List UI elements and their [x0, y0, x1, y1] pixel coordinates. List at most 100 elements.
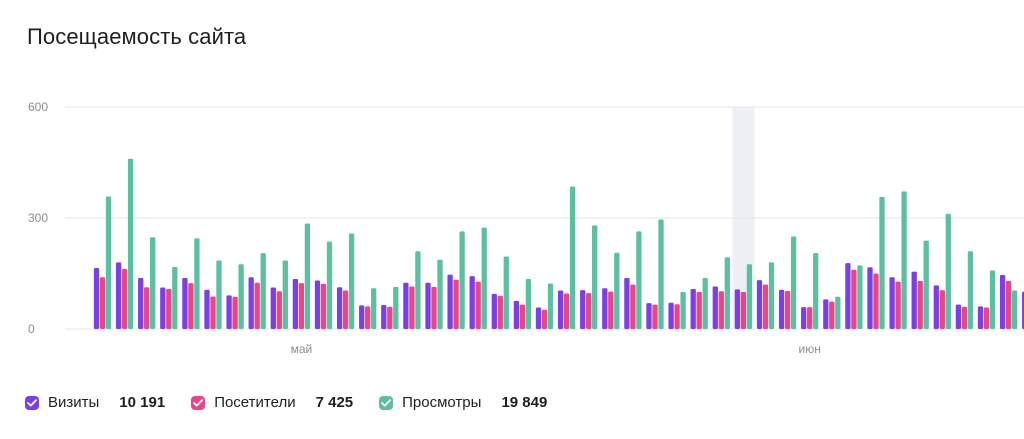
bar — [602, 288, 608, 329]
bar — [923, 240, 929, 329]
bar — [503, 256, 509, 329]
bar — [614, 252, 620, 329]
bar — [911, 271, 917, 329]
bar — [99, 277, 106, 329]
bar — [696, 292, 702, 329]
bar — [955, 304, 962, 329]
bar — [668, 302, 674, 329]
bar — [121, 269, 128, 329]
bar — [254, 282, 260, 329]
bar — [624, 277, 630, 329]
bar — [292, 279, 299, 329]
bar — [778, 289, 785, 329]
bar — [336, 287, 343, 329]
bar — [845, 263, 851, 329]
bar — [873, 273, 879, 329]
bar — [702, 277, 708, 329]
legend-item-pageviews[interactable]: Просмотры 19 849 — [379, 394, 547, 411]
legend-pageviews-label: Просмотры — [402, 394, 482, 411]
bar — [459, 231, 465, 329]
bar — [967, 251, 974, 329]
bar — [989, 270, 996, 329]
bar — [784, 290, 791, 329]
bar — [371, 288, 377, 329]
y-tick-label: 600 — [28, 100, 48, 114]
bar — [491, 293, 497, 329]
bar — [182, 277, 188, 329]
bar — [586, 293, 592, 329]
bar — [1005, 280, 1012, 329]
bar — [652, 304, 658, 329]
bar — [569, 186, 576, 329]
bar — [983, 307, 990, 329]
bar — [431, 286, 437, 329]
bar — [105, 196, 112, 329]
bar — [282, 260, 288, 329]
x-tick-label: июн — [799, 342, 821, 356]
bar — [365, 306, 371, 329]
bar — [718, 291, 724, 329]
bar — [260, 253, 266, 329]
bar — [232, 296, 238, 329]
bar — [270, 287, 276, 329]
bar — [535, 307, 542, 329]
bar — [226, 295, 232, 329]
bar — [160, 287, 166, 329]
bar — [756, 280, 763, 329]
bar — [497, 295, 503, 329]
bar — [674, 304, 680, 329]
bar — [519, 304, 526, 329]
bar — [172, 266, 178, 329]
bar — [563, 293, 570, 329]
bar — [895, 281, 901, 329]
bar — [387, 306, 393, 329]
bar — [712, 286, 718, 329]
bar — [835, 296, 841, 329]
bar — [150, 237, 156, 329]
bar — [961, 306, 968, 329]
bar — [320, 283, 327, 329]
bar — [453, 279, 459, 329]
bar — [547, 283, 554, 329]
legend-item-visits[interactable]: Визиты 10 191 — [25, 394, 165, 411]
visits-checkbox-icon[interactable] — [25, 395, 39, 410]
y-tick-label: 0 — [28, 322, 35, 336]
bar — [314, 280, 321, 329]
bar — [238, 264, 244, 329]
bar — [381, 304, 387, 329]
bar — [557, 290, 564, 329]
bar — [829, 301, 835, 329]
legend-visitors-total: 7 425 — [315, 394, 354, 411]
bar — [734, 289, 741, 329]
bar — [939, 290, 945, 329]
bar — [166, 289, 172, 329]
bar — [646, 303, 652, 329]
bar — [204, 289, 210, 329]
bar — [326, 241, 333, 329]
bar — [768, 262, 775, 329]
bar — [630, 284, 636, 329]
bar — [851, 269, 857, 329]
legend-item-visitors[interactable]: Посетители 7 425 — [191, 394, 353, 411]
bar — [541, 309, 548, 329]
bar — [437, 259, 443, 329]
bar — [746, 264, 753, 329]
bar — [690, 289, 696, 329]
bar — [917, 280, 923, 329]
bar — [977, 306, 984, 329]
bar — [813, 253, 819, 329]
visitors-checkbox-icon[interactable] — [191, 395, 206, 410]
bar — [823, 299, 829, 329]
x-tick-label: май — [291, 342, 313, 356]
bar — [425, 282, 431, 329]
y-tick-label: 300 — [28, 211, 48, 225]
bar — [879, 196, 885, 329]
bar — [608, 291, 614, 329]
bar — [525, 279, 532, 329]
bar — [857, 265, 863, 329]
pageviews-checkbox-icon[interactable] — [379, 395, 394, 410]
bar — [481, 227, 487, 329]
bar — [801, 307, 807, 329]
